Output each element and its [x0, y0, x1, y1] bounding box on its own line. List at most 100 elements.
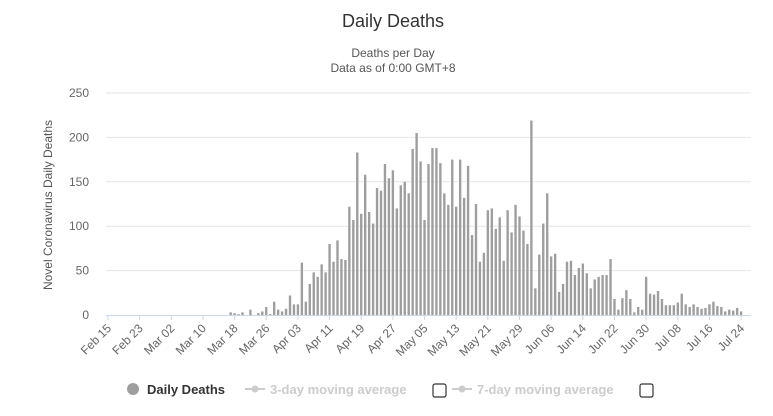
- legend-item-7-day-moving-average[interactable]: 7-day moving average: [452, 382, 654, 398]
- bar[interactable]: [328, 243, 331, 315]
- bar[interactable]: [542, 223, 545, 315]
- bar[interactable]: [696, 307, 699, 315]
- bar[interactable]: [664, 305, 668, 315]
- bar[interactable]: [684, 304, 687, 315]
- bar[interactable]: [526, 243, 529, 315]
- bar[interactable]: [360, 213, 363, 315]
- bar[interactable]: [506, 210, 509, 315]
- bar[interactable]: [656, 291, 660, 315]
- bar[interactable]: [280, 311, 284, 315]
- bar[interactable]: [609, 259, 612, 315]
- bar[interactable]: [573, 275, 577, 315]
- bar[interactable]: [549, 256, 553, 315]
- bar[interactable]: [272, 301, 276, 315]
- bar[interactable]: [364, 174, 367, 315]
- bar[interactable]: [538, 254, 541, 315]
- bar[interactable]: [601, 275, 604, 315]
- bar[interactable]: [660, 299, 664, 315]
- bar[interactable]: [233, 313, 236, 315]
- bar[interactable]: [340, 259, 343, 315]
- bar[interactable]: [629, 299, 632, 315]
- bar[interactable]: [621, 298, 624, 315]
- bar[interactable]: [304, 301, 308, 315]
- bar[interactable]: [356, 152, 359, 316]
- bar[interactable]: [257, 313, 260, 315]
- bar[interactable]: [237, 314, 240, 315]
- bar[interactable]: [348, 206, 351, 315]
- bar[interactable]: [617, 309, 620, 315]
- bar[interactable]: [391, 170, 395, 315]
- bar[interactable]: [716, 306, 719, 315]
- bar[interactable]: [514, 204, 517, 315]
- bar[interactable]: [249, 309, 252, 315]
- bar[interactable]: [447, 204, 450, 315]
- bar[interactable]: [375, 188, 379, 315]
- bar[interactable]: [419, 161, 422, 315]
- bar[interactable]: [569, 260, 573, 315]
- bar[interactable]: [284, 308, 288, 315]
- bar[interactable]: [593, 279, 596, 315]
- bar[interactable]: [316, 276, 319, 315]
- bar[interactable]: [498, 217, 501, 315]
- bar[interactable]: [371, 223, 375, 315]
- bar[interactable]: [557, 291, 561, 315]
- bar[interactable]: [332, 261, 335, 315]
- bar[interactable]: [383, 164, 387, 315]
- bar[interactable]: [261, 311, 264, 315]
- bar[interactable]: [518, 216, 521, 315]
- bar[interactable]: [470, 235, 474, 315]
- bar[interactable]: [474, 204, 478, 315]
- bar[interactable]: [585, 273, 588, 315]
- bar[interactable]: [443, 193, 446, 315]
- bar[interactable]: [700, 308, 703, 315]
- bar[interactable]: [581, 263, 585, 316]
- bar[interactable]: [265, 307, 268, 315]
- bar[interactable]: [367, 211, 371, 315]
- bar[interactable]: [597, 276, 600, 315]
- bar[interactable]: [561, 283, 565, 315]
- bar[interactable]: [486, 210, 490, 315]
- bar[interactable]: [522, 230, 525, 315]
- bar[interactable]: [502, 260, 505, 315]
- bar[interactable]: [494, 228, 497, 315]
- bar[interactable]: [589, 288, 592, 315]
- bar[interactable]: [652, 294, 656, 315]
- bar[interactable]: [605, 275, 608, 315]
- bar[interactable]: [739, 311, 743, 315]
- bar[interactable]: [732, 310, 735, 315]
- bar[interactable]: [431, 148, 434, 315]
- bar[interactable]: [553, 253, 557, 315]
- bar[interactable]: [229, 312, 232, 315]
- bar[interactable]: [435, 148, 438, 315]
- bar[interactable]: [308, 283, 311, 315]
- bar[interactable]: [613, 299, 616, 315]
- bar[interactable]: [241, 312, 244, 315]
- bar[interactable]: [478, 261, 482, 315]
- bar[interactable]: [692, 304, 695, 315]
- bar[interactable]: [352, 219, 355, 315]
- legend-item-3-day-moving-average[interactable]: 3-day moving average: [245, 382, 447, 398]
- bar[interactable]: [458, 159, 462, 315]
- bar[interactable]: [288, 295, 292, 315]
- bar[interactable]: [724, 311, 727, 315]
- bar[interactable]: [577, 267, 581, 315]
- bar[interactable]: [530, 120, 533, 315]
- bar[interactable]: [423, 219, 426, 315]
- legend-item-daily-deaths[interactable]: Daily Deaths: [127, 382, 225, 397]
- bar[interactable]: [292, 304, 296, 315]
- bar[interactable]: [625, 290, 628, 315]
- bar[interactable]: [534, 288, 537, 315]
- bar[interactable]: [637, 307, 640, 315]
- bar[interactable]: [720, 307, 723, 315]
- bar[interactable]: [466, 165, 470, 315]
- bar[interactable]: [324, 272, 327, 315]
- bar[interactable]: [565, 261, 569, 315]
- bar[interactable]: [387, 178, 391, 315]
- bar[interactable]: [490, 208, 493, 315]
- bar[interactable]: [455, 206, 458, 315]
- bar[interactable]: [708, 304, 711, 315]
- bar[interactable]: [735, 307, 739, 315]
- bar[interactable]: [336, 240, 339, 315]
- bar[interactable]: [640, 309, 644, 315]
- bar[interactable]: [451, 159, 454, 315]
